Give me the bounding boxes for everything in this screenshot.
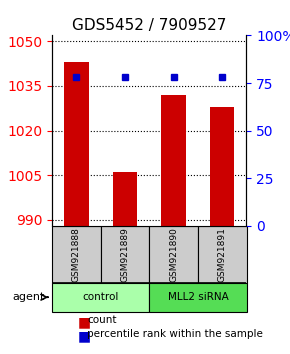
FancyBboxPatch shape <box>101 226 149 283</box>
Title: GDS5452 / 7909527: GDS5452 / 7909527 <box>72 18 226 33</box>
Text: count: count <box>87 315 117 325</box>
Text: agent: agent <box>12 292 45 302</box>
FancyBboxPatch shape <box>52 283 149 312</box>
Text: percentile rank within the sample: percentile rank within the sample <box>87 329 263 339</box>
Bar <box>113 172 137 226</box>
Bar <box>64 62 89 226</box>
FancyBboxPatch shape <box>149 226 198 283</box>
Text: GSM921888: GSM921888 <box>72 227 81 282</box>
FancyBboxPatch shape <box>52 226 101 283</box>
Bar <box>210 107 234 226</box>
Text: GSM921890: GSM921890 <box>169 227 178 282</box>
Text: ■: ■ <box>77 315 90 329</box>
Text: MLL2 siRNA: MLL2 siRNA <box>168 292 228 302</box>
Text: GSM921889: GSM921889 <box>121 227 130 282</box>
FancyBboxPatch shape <box>149 283 246 312</box>
Text: control: control <box>83 292 119 302</box>
Text: ■: ■ <box>77 329 90 343</box>
Bar <box>162 95 186 226</box>
FancyBboxPatch shape <box>198 226 246 283</box>
Text: GSM921891: GSM921891 <box>218 227 227 282</box>
